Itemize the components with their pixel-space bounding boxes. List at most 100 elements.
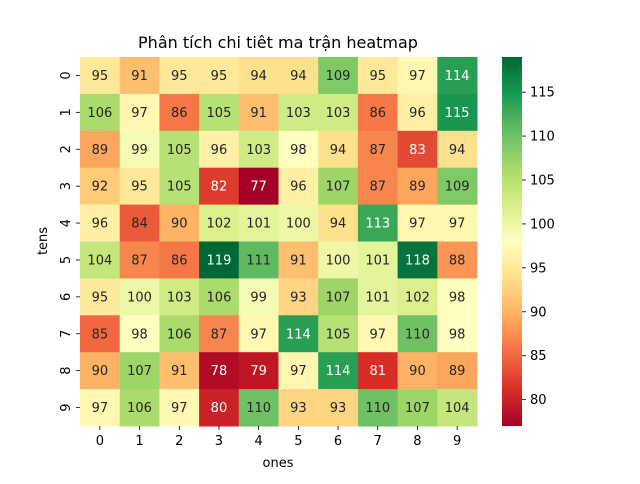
heatmap-cell bbox=[80, 278, 121, 316]
cell-value-label: 87 bbox=[211, 327, 228, 342]
cell-value-label: 105 bbox=[207, 106, 232, 121]
cell-value-label: 95 bbox=[131, 180, 148, 195]
heatmap-cell bbox=[80, 130, 121, 169]
heatmap-cell bbox=[119, 130, 160, 169]
cell-value-label: 87 bbox=[369, 143, 386, 158]
cell-value-label: 114 bbox=[445, 69, 470, 84]
heatmap-cell bbox=[119, 278, 160, 316]
cell-value-label: 98 bbox=[131, 327, 148, 342]
cell-value-label: 89 bbox=[92, 143, 109, 158]
y-tick-label: 5 bbox=[59, 256, 74, 264]
cell-value-label: 97 bbox=[409, 69, 426, 84]
cell-value-label: 93 bbox=[290, 401, 307, 416]
cell-value-label: 103 bbox=[246, 143, 271, 158]
colorbar-tick-label: 115 bbox=[530, 86, 555, 101]
heatmap-cell bbox=[278, 315, 319, 353]
cell-value-label: 100 bbox=[127, 290, 152, 305]
heatmap-cell bbox=[318, 278, 359, 316]
cell-value-label: 82 bbox=[211, 180, 228, 195]
cell-value-label: 102 bbox=[207, 217, 232, 232]
heatmap-cell bbox=[119, 93, 160, 132]
heatmap-cell bbox=[397, 278, 438, 316]
y-axis-ticks: 0 1 2 3 4 5 6 7 8 9 bbox=[59, 71, 80, 412]
x-tick-label: 6 bbox=[334, 434, 342, 449]
heatmap-cell bbox=[199, 167, 240, 206]
cell-value-label: 83 bbox=[409, 143, 426, 158]
heatmap-cell bbox=[199, 93, 240, 132]
heatmap-cell bbox=[397, 93, 438, 132]
heatmap-cell bbox=[238, 93, 279, 132]
heatmap-cell bbox=[159, 352, 200, 390]
heatmap-cell bbox=[238, 130, 279, 169]
cell-value-label: 106 bbox=[87, 106, 112, 121]
cell-value-label: 98 bbox=[449, 290, 466, 305]
heatmap-cell bbox=[119, 352, 160, 390]
heatmap-cell bbox=[357, 241, 399, 279]
cell-value-label: 97 bbox=[92, 401, 109, 416]
cell-value-label: 97 bbox=[409, 217, 426, 232]
cell-value-label: 103 bbox=[286, 106, 311, 121]
heatmap-cell bbox=[119, 167, 160, 206]
heatmap-cell bbox=[357, 389, 399, 427]
heatmap-cell bbox=[278, 204, 319, 242]
colorbar-tick-label: 105 bbox=[530, 174, 555, 189]
cell-value-label: 96 bbox=[409, 106, 426, 121]
heatmap-cell bbox=[437, 389, 478, 427]
cell-value-label: 109 bbox=[445, 180, 470, 195]
cell-value-label: 96 bbox=[92, 217, 109, 232]
cell-value-label: 94 bbox=[290, 69, 307, 84]
cell-value-label: 111 bbox=[246, 253, 271, 268]
heatmap-cell bbox=[357, 167, 399, 206]
cell-value-label: 110 bbox=[246, 401, 271, 416]
heatmap-cell bbox=[80, 204, 121, 242]
heatmap-cell bbox=[357, 130, 399, 169]
heatmap-cell bbox=[397, 315, 438, 353]
cell-value-label: 91 bbox=[131, 69, 148, 84]
x-tick-label: 2 bbox=[175, 434, 183, 449]
cell-value-label: 101 bbox=[365, 253, 390, 268]
heatmap-cell bbox=[80, 57, 121, 95]
cell-value-label: 113 bbox=[365, 217, 390, 232]
cell-value-label: 87 bbox=[369, 180, 386, 195]
cell-value-label: 94 bbox=[449, 143, 466, 158]
heatmap-cell bbox=[199, 57, 240, 95]
cell-value-label: 106 bbox=[127, 401, 152, 416]
heatmap-cell bbox=[80, 167, 121, 206]
heatmap-cell bbox=[238, 204, 279, 242]
x-tick-label: 4 bbox=[255, 434, 263, 449]
cell-value-label: 103 bbox=[326, 106, 351, 121]
cell-value-label: 105 bbox=[167, 180, 192, 195]
heatmap-cell bbox=[278, 57, 319, 95]
heatmap-cell bbox=[278, 130, 319, 169]
heatmap-cell bbox=[159, 241, 200, 279]
cell-value-label: 84 bbox=[131, 217, 148, 232]
heatmap-cell bbox=[80, 93, 121, 132]
y-tick-label: 0 bbox=[59, 71, 74, 79]
cell-value-label: 99 bbox=[131, 143, 148, 158]
cell-value-label: 114 bbox=[326, 364, 351, 379]
heatmap-cell bbox=[397, 352, 438, 390]
heatmap-cell bbox=[199, 241, 240, 279]
heatmap-cell bbox=[119, 389, 160, 427]
cell-value-label: 91 bbox=[171, 364, 188, 379]
cell-value-label: 95 bbox=[92, 290, 109, 305]
heatmap-cell bbox=[357, 278, 399, 316]
cell-value-label: 90 bbox=[409, 364, 426, 379]
cell-value-label: 80 bbox=[211, 401, 228, 416]
heatmap-cell bbox=[357, 204, 399, 242]
cell-value-label: 104 bbox=[445, 401, 470, 416]
cell-value-label: 107 bbox=[326, 290, 351, 305]
heatmap-cells: 95 91 95 95 94 94 109 95 97 114 106 97 86 105 91 103 103… bbox=[80, 57, 478, 427]
heatmap-cell bbox=[159, 57, 200, 95]
cell-value-label: 77 bbox=[250, 180, 267, 195]
heatmap-cell bbox=[318, 352, 359, 390]
cell-value-label: 95 bbox=[171, 69, 188, 84]
cell-value-label: 119 bbox=[207, 253, 232, 268]
cell-value-label: 78 bbox=[211, 364, 228, 379]
cell-value-label: 95 bbox=[369, 69, 386, 84]
cell-value-label: 105 bbox=[326, 327, 351, 342]
heatmap-cell bbox=[159, 315, 200, 353]
cell-value-label: 90 bbox=[171, 217, 188, 232]
